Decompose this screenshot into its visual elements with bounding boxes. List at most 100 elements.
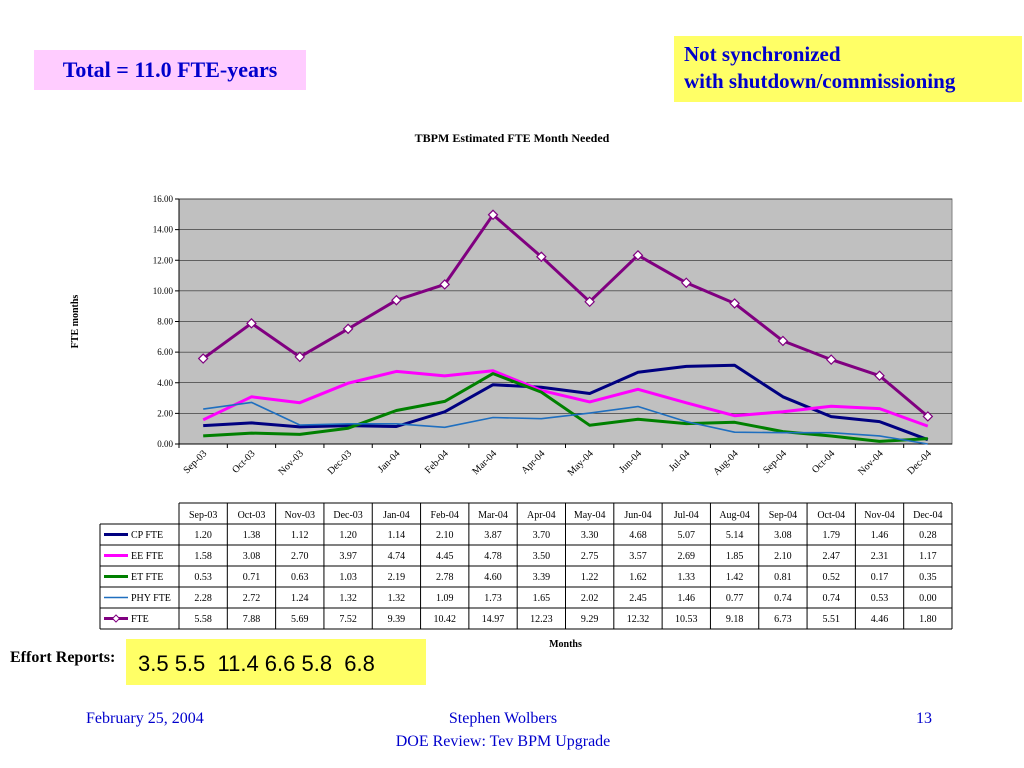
series-line-phy-fte xyxy=(203,401,928,445)
table-cell: 2.72 xyxy=(243,593,261,604)
table-cell: 2.75 xyxy=(581,551,599,562)
table-header-cell: Dec-04 xyxy=(913,510,942,521)
table-cell: 1.20 xyxy=(194,530,212,541)
table-header-cell: Feb-04 xyxy=(431,510,459,521)
table-header-cell: Apr-04 xyxy=(527,510,556,521)
x-tick-label: Sep-03 xyxy=(181,448,209,476)
table-cell: 1.38 xyxy=(243,530,261,541)
table-cell: 3.57 xyxy=(629,551,647,562)
table-cell: 0.00 xyxy=(919,593,937,604)
x-tick-label: Jan-04 xyxy=(376,448,403,475)
effort-reports-values: 3.5 5.5 11.4 6.6 5.8 6.8 xyxy=(126,639,426,685)
sync-note-box: Not synchronized with shutdown/commissio… xyxy=(674,36,1022,102)
data-point xyxy=(825,354,837,365)
table-cell: 0.74 xyxy=(774,593,792,604)
table-cell: 5.51 xyxy=(822,614,840,625)
x-tick-label: Oct-03 xyxy=(230,448,257,475)
x-tick-label: Jul-04 xyxy=(667,448,692,473)
data-point xyxy=(729,298,740,309)
table-cell: 1.32 xyxy=(388,593,406,604)
x-tick-label: Dec-04 xyxy=(905,448,934,477)
legend-entry: PHY FTE xyxy=(131,593,171,604)
table-header-cell: Jan-04 xyxy=(383,510,410,521)
table-cell: 5.69 xyxy=(291,614,309,625)
table-cell: 0.74 xyxy=(822,593,840,604)
table-header-cell: Nov-03 xyxy=(285,510,316,521)
y-tick-label: 4.00 xyxy=(157,378,173,388)
table-cell: 0.77 xyxy=(726,593,744,604)
table-cell: 10.53 xyxy=(675,614,698,625)
table-cell: 7.88 xyxy=(243,614,261,625)
effort-reports-label: Effort Reports: xyxy=(10,649,116,666)
legend-marker xyxy=(111,614,121,623)
y-tick-label: 14.00 xyxy=(153,225,174,235)
table-cell: 0.63 xyxy=(291,572,309,583)
total-fte-box: Total = 11.0 FTE-years xyxy=(34,50,306,90)
table-cell: 2.19 xyxy=(388,572,406,583)
legend-entry: FTE xyxy=(131,614,149,625)
x-tick-label: Oct-04 xyxy=(810,448,837,475)
table-cell: 3.08 xyxy=(243,551,261,562)
table-cell: 1.33 xyxy=(678,572,696,583)
table-cell: 0.81 xyxy=(774,572,792,583)
data-point xyxy=(777,335,789,347)
footer-date: February 25, 2004 xyxy=(86,710,204,727)
table-cell: 0.17 xyxy=(871,572,889,583)
y-tick-label: 6.00 xyxy=(157,347,173,357)
table-cell: 7.52 xyxy=(339,614,357,625)
x-tick-label: Dec-03 xyxy=(326,448,355,477)
table-cell: 2.69 xyxy=(678,551,696,562)
data-point xyxy=(680,277,692,289)
table-cell: 3.50 xyxy=(533,551,551,562)
table-cell: 5.07 xyxy=(678,530,696,541)
table-cell: 1.80 xyxy=(919,614,937,625)
table-cell: 3.70 xyxy=(533,530,551,541)
table-cell: 10.42 xyxy=(433,614,456,625)
table-cell: 4.74 xyxy=(388,551,406,562)
chart-title: TBPM Estimated FTE Month Needed xyxy=(414,131,610,145)
table-cell: 0.52 xyxy=(822,572,840,583)
table-cell: 3.30 xyxy=(581,530,599,541)
table-cell: 1.85 xyxy=(726,551,744,562)
data-point xyxy=(584,296,596,308)
series-line-fte xyxy=(202,213,929,418)
x-tick-label: Feb-04 xyxy=(423,448,451,476)
data-point xyxy=(439,279,451,290)
data-point xyxy=(246,317,257,329)
y-tick-label: 8.00 xyxy=(157,317,173,327)
y-tick-label: 10.00 xyxy=(153,286,174,296)
series-line-ee-fte xyxy=(202,369,929,428)
series-line-cp-fte xyxy=(203,363,929,442)
y-tick-label: 2.00 xyxy=(157,408,173,418)
table-cell: 2.47 xyxy=(822,551,840,562)
table-header-cell: Mar-04 xyxy=(478,510,508,521)
table-cell: 6.73 xyxy=(774,614,792,625)
y-tick-label: 0.00 xyxy=(157,439,173,449)
data-point xyxy=(874,370,885,382)
table-cell: 1.09 xyxy=(436,593,454,604)
footer-author: Stephen Wolbers xyxy=(448,710,558,727)
legend-entry: EE FTE xyxy=(131,551,164,562)
table-cell: 1.62 xyxy=(629,572,647,583)
table-cell: 2.28 xyxy=(194,593,212,604)
sync-note-line2: with shutdown/commissioning xyxy=(684,69,956,93)
series-line-et-fte xyxy=(203,372,928,443)
table-header-cell: Jun-04 xyxy=(624,510,651,521)
footer-page-number: 13 xyxy=(916,710,932,727)
table-cell: 0.71 xyxy=(243,572,261,583)
x-tick-label: Jun-04 xyxy=(617,448,644,475)
x-tick-label: Nov-03 xyxy=(277,448,306,477)
table-cell: 2.78 xyxy=(436,572,454,583)
table-cell: 5.58 xyxy=(194,614,212,625)
table-cell: 4.68 xyxy=(629,530,647,541)
table-cell: 1.42 xyxy=(726,572,744,583)
sync-note-line1: Not synchronized xyxy=(684,42,841,66)
fte-chart: 0.00 2.00 4.00 6.00 8.00 10.00 12.00 14.00 16.00… xyxy=(70,194,953,650)
x-tick-label: Aug-04 xyxy=(711,448,740,477)
x-tick-label: May-04 xyxy=(566,448,596,478)
table-header-cell: Jul-04 xyxy=(674,510,699,521)
table-cell: 2.02 xyxy=(581,593,599,604)
table-cell: 12.32 xyxy=(627,614,650,625)
data-point xyxy=(391,294,402,306)
legend-entry: CP FTE xyxy=(131,530,163,541)
